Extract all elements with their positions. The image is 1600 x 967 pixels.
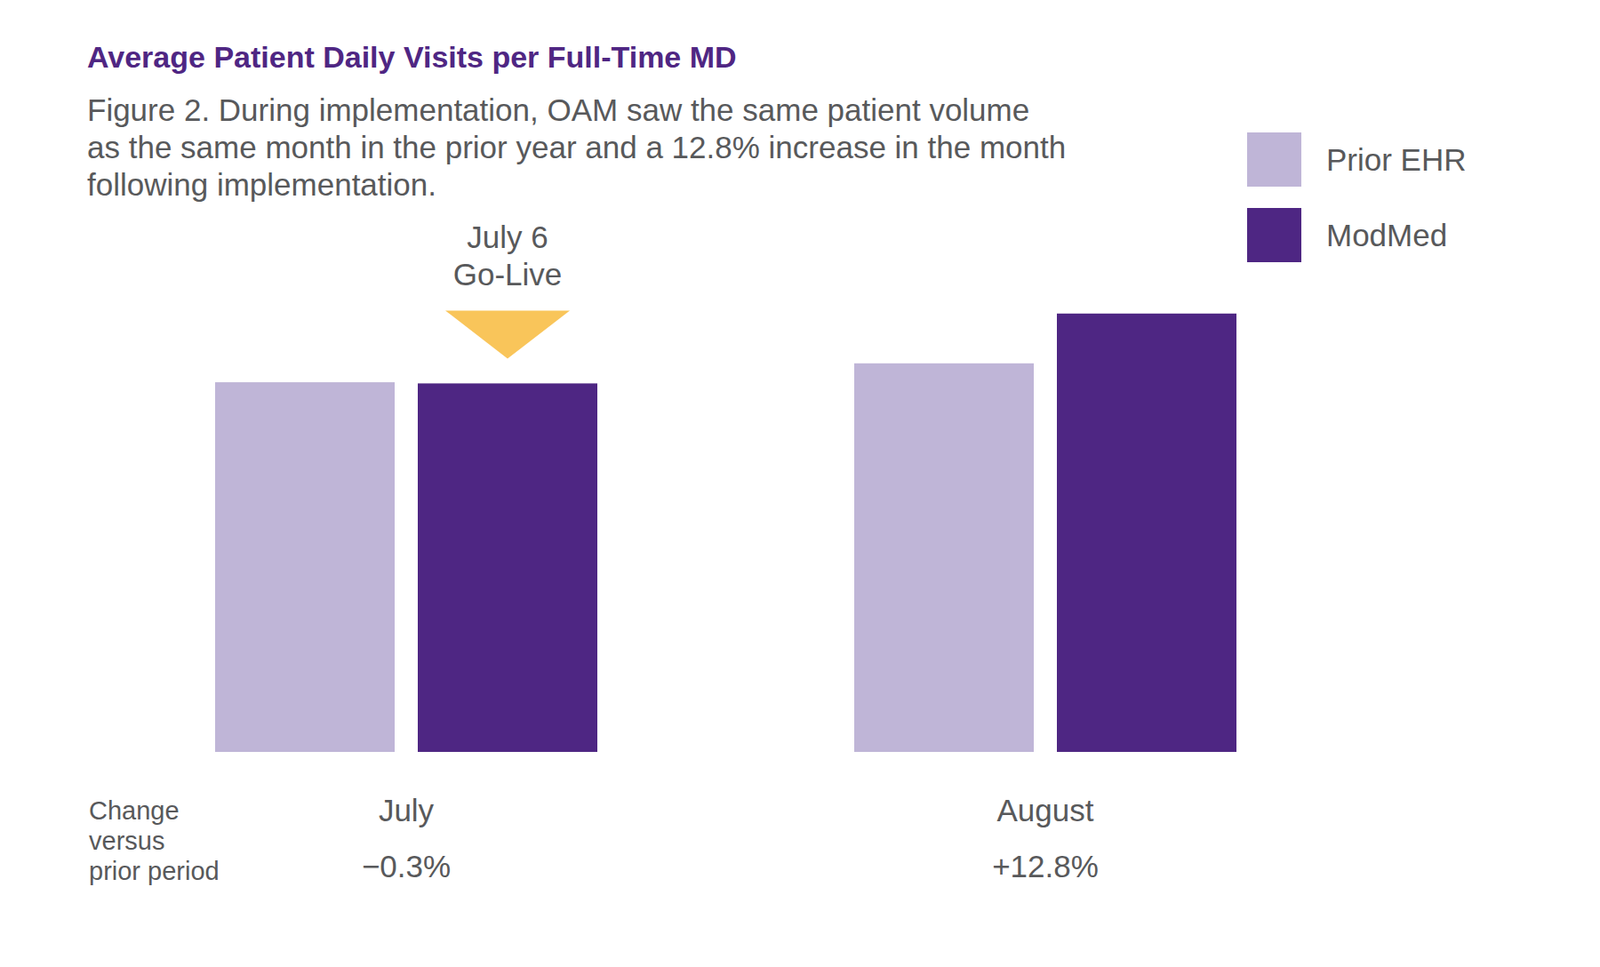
legend-label: Prior EHR (1326, 142, 1467, 177)
bar (854, 363, 1034, 752)
chart: Average Patient Daily Visits per Full-Ti… (0, 0, 1600, 967)
change-value: +12.8% (992, 848, 1099, 884)
legend-label: ModMed (1326, 217, 1448, 253)
subtitle: Figure 2. During implementation, OAM saw… (87, 92, 1030, 128)
bars (215, 313, 1237, 752)
subtitle: as the same month in the prior year and … (87, 129, 1066, 165)
legend-swatch (1247, 132, 1302, 187)
change-label: Change (88, 796, 180, 825)
subtitle: following implementation. (87, 167, 437, 202)
change-label: prior period (88, 856, 220, 886)
bar (1056, 313, 1237, 752)
change-label: versus (88, 826, 165, 856)
change-value: −0.3% (361, 848, 451, 884)
annotation-marker (445, 310, 570, 359)
annotation: Go-Live (453, 256, 563, 292)
legend-swatch (1247, 208, 1302, 263)
bar (417, 383, 598, 752)
category-label: August (997, 792, 1095, 828)
bar (215, 382, 395, 752)
annotation: July 6 (466, 219, 548, 255)
category-label: July (378, 792, 435, 828)
title: Average Patient Daily Visits per Full-Ti… (87, 40, 737, 74)
